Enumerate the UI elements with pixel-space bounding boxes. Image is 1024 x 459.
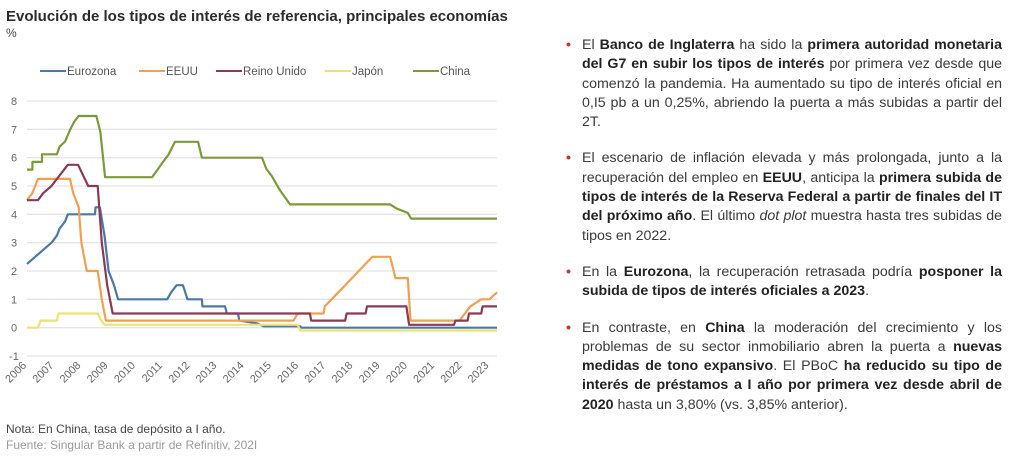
legend-label: Japón bbox=[352, 66, 383, 78]
x-tick-label: 2007 bbox=[31, 360, 57, 386]
x-tick-label: 2012 bbox=[167, 360, 193, 386]
text: . El PBoC bbox=[773, 358, 844, 375]
text: El escenario de inflación elevada y más … bbox=[582, 150, 1002, 186]
legend-label: EEUU bbox=[166, 66, 198, 78]
series-line-reino-unido bbox=[27, 163, 497, 326]
text: , anticipa la bbox=[802, 169, 879, 186]
text: ha sido la bbox=[734, 37, 808, 53]
series-line-japón bbox=[27, 312, 497, 332]
y-tick-label: 2 bbox=[11, 266, 17, 278]
bold-text: China bbox=[705, 319, 745, 336]
series-line-eurozona bbox=[26, 206, 497, 329]
y-tick-label: 7 bbox=[11, 124, 17, 136]
legend-item: China bbox=[413, 66, 471, 78]
x-axis-ticks: 2006 2007 2008 2009 2010 2011 2012 2013 2014 2015… bbox=[3, 360, 491, 386]
x-tick-label: 2006 bbox=[3, 360, 29, 386]
x-tick-label: 2014 bbox=[221, 360, 247, 386]
legend-item: Reino Unido bbox=[216, 66, 306, 78]
x-tick-label: 2013 bbox=[194, 360, 220, 386]
y-tick-label: 5 bbox=[11, 181, 17, 193]
legend-item: EEUU bbox=[139, 66, 198, 78]
chart-source: Fuente: Singular Bank a partir de Refini… bbox=[6, 438, 258, 452]
bold-text: EEUU bbox=[762, 169, 803, 186]
x-tick-label: 2010 bbox=[112, 360, 138, 386]
bullet-icon: • bbox=[566, 37, 571, 53]
bullet-icon: • bbox=[566, 319, 571, 336]
bold-text: posponer la subida de tipos de interés o… bbox=[582, 263, 1002, 300]
text: En la bbox=[582, 263, 624, 280]
y-tick-label: 8 bbox=[11, 96, 17, 108]
x-tick-label: 2016 bbox=[275, 360, 301, 386]
text: En contraste, en bbox=[582, 319, 706, 336]
bold-text: nuevas medidas de tono expansivo bbox=[582, 338, 1002, 375]
chart-unit-label: % bbox=[6, 26, 17, 40]
x-tick-label: 2020 bbox=[384, 360, 410, 386]
x-tick-label: 2018 bbox=[330, 360, 356, 386]
legend-item: Japón bbox=[325, 66, 383, 78]
bold-text: ha reducido su tipo de interés de présta… bbox=[582, 358, 1002, 413]
chart-note: Nota: En China, tasa de depósito a I año… bbox=[6, 422, 226, 436]
y-tick-label: 6 bbox=[11, 153, 17, 165]
text: , la recuperación retrasada podría bbox=[688, 263, 919, 280]
x-tick-label: 2011 bbox=[140, 360, 165, 385]
x-tick-label: 2019 bbox=[357, 360, 383, 386]
x-tick-label: 2015 bbox=[248, 360, 274, 386]
y-axis-ticks: -1 0 1 2 3 4 5 6 7 8 bbox=[9, 96, 19, 363]
legend-label: Reino Unido bbox=[243, 66, 306, 78]
bullet-icon: • bbox=[566, 150, 571, 167]
x-tick-label: 2008 bbox=[58, 360, 84, 386]
x-tick-label: 2009 bbox=[85, 360, 111, 386]
legend-label: Eurozona bbox=[67, 66, 117, 78]
text: El bbox=[582, 37, 600, 53]
bullet-paragraph: • En la Eurozona, la recuperación retrasa… bbox=[566, 263, 1002, 302]
x-tick-label: 2022 bbox=[439, 360, 465, 386]
gridlines bbox=[27, 100, 497, 357]
legend: Eurozona EEUU Reino Unido Japón China bbox=[40, 66, 471, 78]
bullet-icon: • bbox=[566, 263, 571, 280]
legend-item: Eurozona bbox=[40, 66, 117, 78]
series-line-china bbox=[27, 114, 497, 220]
series-line-eeuu bbox=[26, 177, 498, 322]
italic-text: dot plot bbox=[759, 208, 807, 225]
bold-text: primera subida de tipos de interés de la… bbox=[582, 169, 1002, 225]
x-tick-label: 2021 bbox=[411, 360, 437, 386]
bullet-paragraph: • El Banco de Inglaterra ha sido la prime… bbox=[566, 36, 1002, 132]
text: por primera vez desde que comenzó la pan… bbox=[582, 56, 1002, 131]
y-tick-label: 4 bbox=[11, 209, 17, 221]
bullet-paragraph: • En contraste, en China la moderación de… bbox=[566, 319, 1002, 415]
y-tick-label: -1 bbox=[9, 351, 19, 363]
y-tick-label: 1 bbox=[11, 294, 17, 306]
x-tick-label: 2017 bbox=[303, 360, 329, 386]
bold-text: Eurozona bbox=[623, 263, 689, 280]
series-lines bbox=[26, 114, 498, 332]
bold-text: primera autoridad monetaria del G7 en su… bbox=[582, 37, 1002, 73]
bullet-paragraph: • El escenario de inflación elevada y más… bbox=[566, 149, 1002, 245]
interest-rate-chart: -1 0 1 2 3 4 5 6 7 8 2006 2007 2008 2009 2010 2011 2012… bbox=[3, 66, 498, 386]
x-tick-label: 2023 bbox=[466, 360, 492, 386]
commentary-bullets: • El Banco de Inglaterra ha sido la prime… bbox=[566, 36, 1002, 432]
text: . El último bbox=[692, 208, 760, 225]
chart-title: Evolución de los tipos de interés de ref… bbox=[6, 8, 508, 25]
legend-label: China bbox=[440, 66, 471, 78]
bold-text: Banco de Inglaterra bbox=[599, 37, 735, 53]
y-tick-label: 3 bbox=[11, 238, 17, 250]
y-tick-label: 0 bbox=[11, 323, 17, 335]
text: hasta un 3,80% (vs. 3,85% anterior). bbox=[613, 396, 848, 413]
text: . bbox=[865, 283, 870, 300]
text: la moderación del crecimiento y los prob… bbox=[582, 319, 1002, 355]
text: muestra hasta tres subidas de tipos en 2… bbox=[582, 208, 1002, 244]
